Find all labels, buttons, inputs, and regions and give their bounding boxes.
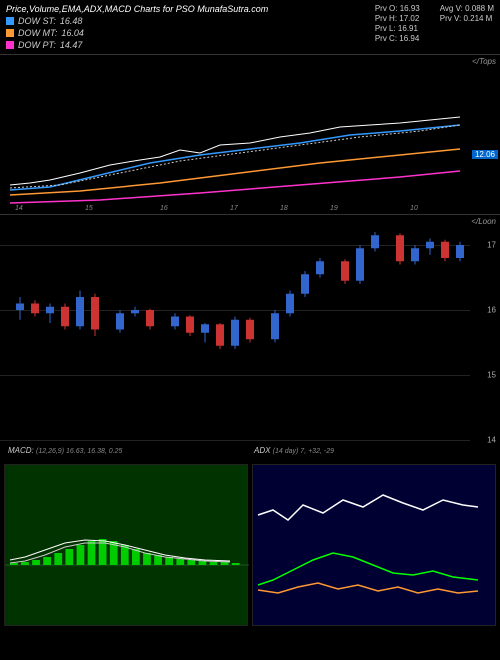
macd-panel — [4, 464, 248, 626]
ema-lines-svg — [0, 55, 500, 215]
avg-volume: Avg V: 0.088 M — [440, 4, 494, 13]
chart-header: Price,Volume,EMA,ADX,MACD Charts for PSO… — [0, 0, 500, 54]
st-color-swatch — [6, 17, 14, 25]
prev-open: Prv O: 16.93 — [375, 4, 420, 13]
prev-low: Prv L: 16.91 — [375, 24, 420, 33]
candlestick-svg — [0, 215, 500, 445]
adx-svg — [253, 465, 497, 625]
prev-volume: Prv V: 0.214 M — [440, 14, 494, 23]
prev-high: Prv H: 17.02 — [375, 14, 420, 23]
adx-title: ADX (14 day) 7, +32, -29 — [254, 446, 334, 455]
pt-color-swatch — [6, 41, 14, 49]
chart-title: Price,Volume,EMA,ADX,MACD Charts for PSO… — [6, 4, 268, 14]
candlestick-panel: </Loon 17161514 — [0, 214, 500, 444]
legend-st: DOW ST: 16.48 — [6, 16, 268, 26]
legend-mt: DOW MT: 16.04 — [6, 28, 268, 38]
ema-price-panel: </Tops 12.06 14151617181910 — [0, 54, 500, 214]
macd-title: MACD: (12,26,9) 16.63, 16.38, 0.25 — [8, 446, 122, 455]
stats-block: Prv O: 16.93 Prv H: 17.02 Prv L: 16.91 P… — [375, 4, 494, 50]
adx-panel — [252, 464, 496, 626]
prev-close: Prv C: 16.94 — [375, 34, 420, 43]
legend-pt: DOW PT: 14.47 — [6, 40, 268, 50]
price-tag: 12.06 — [472, 150, 498, 159]
indicator-row — [0, 460, 500, 630]
macd-svg — [5, 465, 249, 625]
mt-color-swatch — [6, 29, 14, 37]
